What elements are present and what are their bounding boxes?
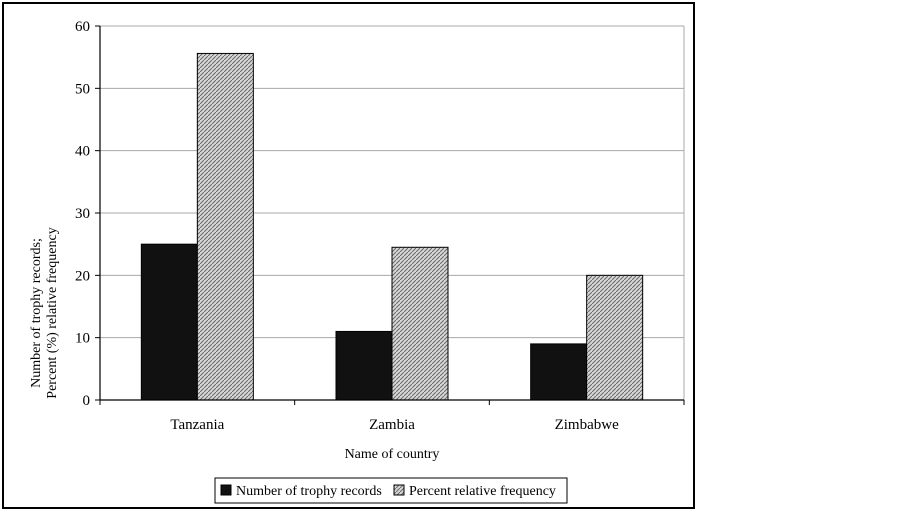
x-tick-label: Zimbabwe [555, 417, 619, 433]
legend-box [214, 477, 568, 504]
y-tick-label: 40 [75, 144, 90, 160]
y-axis-title-line2: Percent (%) relative frequency [45, 227, 60, 398]
axis-layer: 0 10 20 30 40 50 60 Tanzania Zambia Zimbabwe [75, 19, 685, 433]
y-tick-label: 60 [75, 19, 90, 35]
bar-layer [140, 52, 644, 401]
bar-tanzania-series-2 [196, 52, 254, 401]
y-tick-label: 30 [75, 206, 90, 222]
x-axis-title: Name of country [345, 447, 440, 462]
bar-tanzania-series-1 [140, 243, 198, 401]
bar-zambia-series-1 [335, 330, 393, 401]
x-tick-label: Zambia [369, 417, 415, 433]
y-tick-label: 50 [75, 81, 90, 97]
bar-zimbabwe-series-1 [530, 343, 588, 401]
y-axis-title-line1: Number of trophy records; [29, 238, 44, 388]
bar-zimbabwe-series-2 [586, 274, 644, 401]
y-axis-title: Number of trophy records; Percent (%) re… [29, 227, 60, 398]
y-tick-label: 10 [75, 331, 90, 347]
x-tick-label: Tanzania [170, 417, 224, 433]
chart-frame [2, 2, 695, 509]
y-tick-label: 0 [83, 393, 91, 409]
bar-zambia-series-2 [391, 246, 449, 401]
legend: Number of trophy records Percent relativ… [214, 477, 568, 504]
legend-swatch-series-2 [393, 484, 405, 496]
legend-label-series-2: Percent relative frequency [409, 484, 556, 499]
legend-label-series-1: Number of trophy records [236, 484, 382, 499]
legend-swatch-series-1 [220, 484, 232, 496]
y-tick-label: 20 [75, 268, 90, 284]
